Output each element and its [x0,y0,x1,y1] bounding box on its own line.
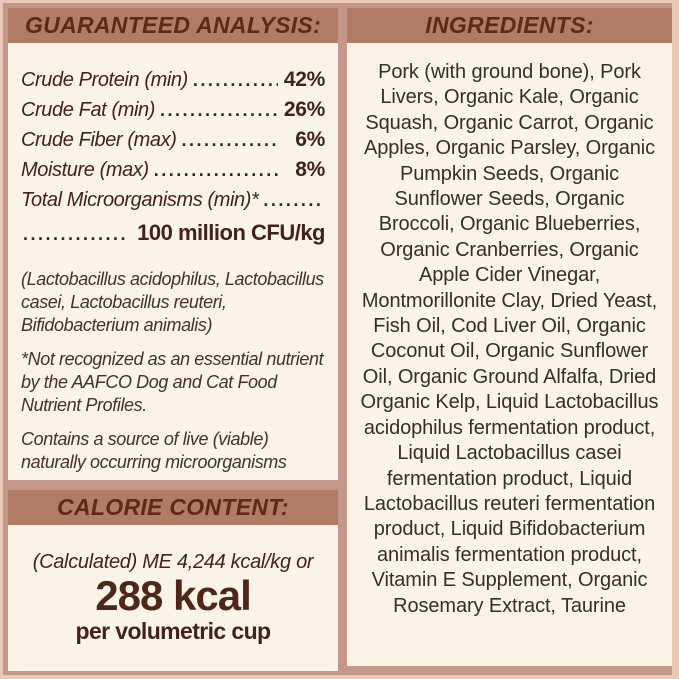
ingredients-title: INGREDIENTS: [425,12,594,38]
analysis-value: 6% [295,128,325,151]
analysis-value: 26% [283,98,325,121]
calorie-per-cup-label: per volumetric cup [75,618,272,644]
analysis-row-total-microorganisms: Total Microorganisms (min)* [21,188,325,218]
guaranteed-analysis-header: GUARANTEED ANALYSIS: [8,8,338,43]
label-background: GUARANTEED ANALYSIS: Crude Protein (min)… [3,3,672,675]
analysis-row-cfu-value: 100 million CFU/kg [21,218,325,254]
leader-dots [181,128,278,152]
analysis-label: Crude Fat (min) [21,99,156,121]
section-gap [8,480,338,490]
ingredients-header: INGREDIENTS: [347,8,672,43]
cfu-value: 100 million CFU/kg [137,220,325,245]
analysis-label: Total Microorganisms (min)* [21,189,259,211]
calorie-content-header: CALORIE CONTENT: [8,490,338,525]
left-column: GUARANTEED ANALYSIS: Crude Protein (min)… [8,8,338,671]
analysis-value: 42% [283,68,325,91]
leader-dots [193,68,278,92]
leader-dots [160,98,278,122]
ingredients-panel: Pork (with ground bone), Pork Livers, Or… [347,43,672,666]
ingredients-list: Pork (with ground bone), Pork Livers, Or… [360,61,659,617]
guaranteed-analysis-panel: Crude Protein (min) 42% Crude Fat (min) … [8,43,338,480]
calorie-content-panel: (Calculated) ME 4,244 kcal/kg or 288 kca… [8,525,338,671]
calorie-content-title: CALORIE CONTENT: [57,494,289,520]
analysis-row-crude-fiber: Crude Fiber (max) 6% [21,128,325,158]
analysis-row-moisture: Moisture (max) 8% [21,158,325,188]
analysis-row-crude-fat: Crude Fat (min) 26% [21,98,325,128]
analysis-label: Crude Fiber (max) [21,129,177,151]
leader-dots [263,188,320,212]
guaranteed-analysis-title: GUARANTEED ANALYSIS: [24,12,322,38]
leader-dots [154,158,278,182]
leader-dots [23,219,127,249]
analysis-row-crude-protein: Crude Protein (min) 42% [21,68,325,98]
analysis-label: Crude Protein (min) [21,69,188,91]
probiotic-species-note: (Lactobacillus acidophilus, Lactobacillu… [21,269,324,335]
calorie-kcal-value: 288 kcal [95,572,252,619]
right-column: INGREDIENTS: Pork (with ground bone), Po… [347,8,672,666]
analysis-value: 8% [295,158,325,181]
calorie-calculated-line: (Calculated) ME 4,244 kcal/kg or [32,551,314,573]
analysis-label: Moisture (max) [21,159,149,181]
live-microorganisms-note: Contains a source of live (viable) natur… [21,429,287,472]
aafco-footnote: *Not recognized as an essential nutrient… [21,349,324,415]
